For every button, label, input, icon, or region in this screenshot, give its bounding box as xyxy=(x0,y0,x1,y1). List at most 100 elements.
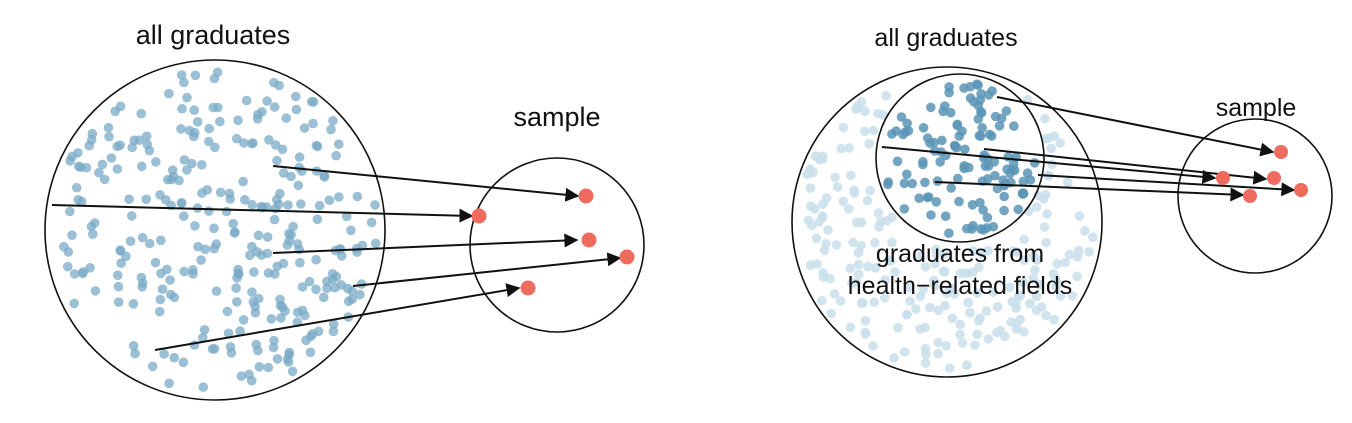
population-dot xyxy=(873,108,883,119)
population-dot xyxy=(85,263,95,273)
subgroup-dot xyxy=(998,175,1008,185)
population-dot xyxy=(179,155,190,165)
population-dot xyxy=(251,339,261,350)
population-dot xyxy=(921,349,931,360)
population-dot xyxy=(862,195,873,206)
population-dot xyxy=(190,221,200,231)
population-dot xyxy=(263,362,274,373)
population-dot xyxy=(238,176,248,187)
population-dot xyxy=(176,70,187,80)
population-dot xyxy=(947,313,958,324)
subgroup-dot xyxy=(898,129,908,140)
left-sample-points xyxy=(471,188,635,296)
population-dot xyxy=(852,277,862,288)
population-dot xyxy=(1034,279,1045,290)
population-dot xyxy=(890,267,900,278)
population-dot xyxy=(116,258,126,269)
population-dot xyxy=(1046,143,1057,154)
population-dot xyxy=(806,201,816,211)
subgroup-dot xyxy=(922,133,933,143)
population-dot xyxy=(164,378,174,389)
population-dot xyxy=(293,180,304,191)
subgroup-dot xyxy=(892,156,903,167)
subgroup-dot xyxy=(980,161,991,171)
population-dot xyxy=(965,307,975,318)
subgroup-dot xyxy=(914,193,924,203)
population-dot xyxy=(208,102,218,113)
population-dot xyxy=(1052,259,1062,269)
population-dot xyxy=(802,169,812,180)
population-dot xyxy=(129,135,140,146)
population-dot xyxy=(856,217,867,228)
population-dot xyxy=(911,304,921,314)
population-dot xyxy=(182,92,192,103)
population-dot xyxy=(288,221,298,232)
population-dot xyxy=(141,131,152,141)
population-dot xyxy=(287,366,298,377)
population-dot xyxy=(272,261,283,272)
population-dot xyxy=(870,238,880,248)
population-dot xyxy=(284,349,295,360)
left-population-circle xyxy=(44,59,386,401)
population-dot xyxy=(69,298,79,309)
left-sample-circle xyxy=(469,157,645,333)
subgroup-dot xyxy=(953,173,963,184)
population-dot xyxy=(248,138,258,148)
population-dot xyxy=(106,153,117,163)
sampling-arrow xyxy=(272,165,580,202)
population-dot xyxy=(128,299,139,309)
subgroup-dot xyxy=(992,183,1003,194)
population-dot xyxy=(963,297,973,308)
population-dot xyxy=(1012,319,1022,330)
population-dot xyxy=(366,217,377,228)
population-dot xyxy=(254,362,265,372)
sample-point xyxy=(619,249,635,265)
population-dot xyxy=(821,193,832,203)
population-dot xyxy=(282,240,293,250)
population-dot xyxy=(178,357,189,368)
subgroup-dot xyxy=(944,228,954,238)
population-dot xyxy=(241,95,252,106)
population-dot xyxy=(137,278,148,289)
population-dot xyxy=(1008,246,1018,256)
population-dot xyxy=(269,102,280,112)
population-dot xyxy=(281,113,292,123)
population-dot xyxy=(198,382,209,392)
population-dot xyxy=(830,172,840,183)
population-dot xyxy=(853,247,864,258)
population-dot xyxy=(73,161,84,172)
subgroup-dot xyxy=(896,112,907,122)
population-dot xyxy=(174,175,184,186)
population-dot xyxy=(294,152,305,162)
population-dot xyxy=(232,297,242,307)
population-dot xyxy=(853,269,864,280)
population-dot xyxy=(252,247,262,257)
population-dot xyxy=(169,352,179,363)
population-dot xyxy=(845,322,856,333)
population-dot xyxy=(262,248,273,259)
population-dot xyxy=(331,150,341,161)
population-dot xyxy=(211,239,222,249)
population-dot xyxy=(94,167,104,178)
population-dot xyxy=(832,182,843,192)
population-dot xyxy=(955,319,965,330)
population-dot xyxy=(240,195,250,205)
population-dot xyxy=(236,371,247,381)
population-dot xyxy=(336,280,347,290)
population-dot xyxy=(835,296,846,306)
population-dot xyxy=(863,261,873,272)
population-dot xyxy=(212,67,223,78)
population-dot xyxy=(247,200,257,210)
population-dot xyxy=(278,168,289,178)
population-dot xyxy=(1080,226,1090,236)
population-dot xyxy=(818,272,829,283)
population-dot xyxy=(334,192,344,202)
sample-point xyxy=(581,232,597,248)
simple-random-sampling-panel: all graduates sample xyxy=(44,20,645,401)
sampling-arrow xyxy=(51,204,474,223)
population-dot xyxy=(1084,246,1094,257)
population-dot xyxy=(949,289,960,299)
population-dot xyxy=(848,237,858,248)
population-dot xyxy=(1039,222,1050,232)
